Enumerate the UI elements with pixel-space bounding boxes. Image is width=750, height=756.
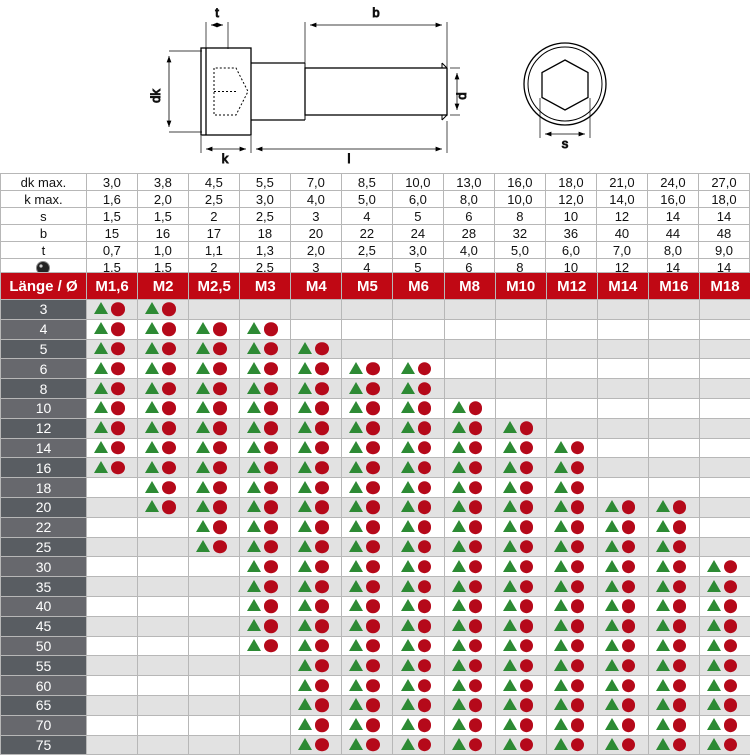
svg-text:s: s	[562, 136, 569, 151]
svg-text:l: l	[348, 151, 351, 166]
svg-text:d: d	[454, 92, 469, 99]
svg-text:k: k	[222, 151, 229, 166]
svg-text:t: t	[215, 5, 219, 20]
svg-text:b: b	[372, 5, 379, 20]
svg-text:dk: dk	[148, 89, 163, 103]
